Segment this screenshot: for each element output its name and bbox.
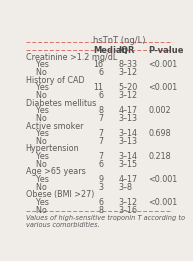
Text: 3–8: 3–8 xyxy=(118,183,132,192)
Text: 8: 8 xyxy=(98,106,103,115)
Text: Yes: Yes xyxy=(26,198,48,207)
Text: 3–12: 3–12 xyxy=(118,68,137,77)
Text: 8–33: 8–33 xyxy=(118,61,137,69)
Text: P-value: P-value xyxy=(148,46,184,55)
Text: 4–17: 4–17 xyxy=(118,175,137,184)
Text: 3–14: 3–14 xyxy=(118,129,137,138)
Text: Median: Median xyxy=(93,46,128,55)
Text: No: No xyxy=(26,68,47,77)
Text: 16: 16 xyxy=(93,61,103,69)
Text: hsTnT (ng/L): hsTnT (ng/L) xyxy=(93,36,146,45)
Text: 7: 7 xyxy=(98,137,103,146)
Text: 3–16: 3–16 xyxy=(118,206,137,215)
Text: 3–15: 3–15 xyxy=(118,160,137,169)
Text: Yes: Yes xyxy=(26,175,48,184)
Text: Yes: Yes xyxy=(26,129,48,138)
Text: <0.001: <0.001 xyxy=(148,175,178,184)
Text: History of CAD: History of CAD xyxy=(26,76,84,85)
Text: <0.001: <0.001 xyxy=(148,61,178,69)
Text: 3–13: 3–13 xyxy=(118,114,137,123)
Text: 11: 11 xyxy=(93,83,103,92)
Text: No: No xyxy=(26,91,47,100)
Text: No: No xyxy=(26,137,47,146)
Text: 9: 9 xyxy=(98,175,103,184)
Text: <0.001: <0.001 xyxy=(148,198,178,207)
Text: 5–20: 5–20 xyxy=(118,83,138,92)
Text: 0.698: 0.698 xyxy=(148,129,171,138)
Text: 4–17: 4–17 xyxy=(118,106,137,115)
Text: No: No xyxy=(26,206,47,215)
Text: Values of high-sensitive troponin T according to various comorbidities.: Values of high-sensitive troponin T acco… xyxy=(26,215,185,228)
Text: 3–12: 3–12 xyxy=(118,91,137,100)
Text: 0.218: 0.218 xyxy=(148,152,171,161)
Text: 3–13: 3–13 xyxy=(118,137,137,146)
Text: Yes: Yes xyxy=(26,83,48,92)
Text: 3–14: 3–14 xyxy=(118,152,137,161)
Text: Yes: Yes xyxy=(26,61,48,69)
Text: 8: 8 xyxy=(98,206,103,215)
Text: No: No xyxy=(26,183,47,192)
Text: Creatinine >1.2 mg/dL: Creatinine >1.2 mg/dL xyxy=(26,53,117,62)
Text: 6: 6 xyxy=(98,160,103,169)
Text: Active smoker: Active smoker xyxy=(26,122,83,130)
Text: 7: 7 xyxy=(98,114,103,123)
Text: 3–12: 3–12 xyxy=(118,198,137,207)
Text: Obese (BMI >27): Obese (BMI >27) xyxy=(26,190,94,199)
Text: Age >65 years: Age >65 years xyxy=(26,167,85,176)
Text: 6: 6 xyxy=(98,68,103,77)
Text: Yes: Yes xyxy=(26,152,48,161)
Text: No: No xyxy=(26,160,47,169)
Text: <0.001: <0.001 xyxy=(148,83,178,92)
Text: 6: 6 xyxy=(98,91,103,100)
Text: Hypertension: Hypertension xyxy=(26,145,79,153)
Text: No: No xyxy=(26,114,47,123)
Text: 7: 7 xyxy=(98,152,103,161)
Text: IQR: IQR xyxy=(118,46,135,55)
Text: Diabetes mellitus: Diabetes mellitus xyxy=(26,99,96,108)
Text: 0.002: 0.002 xyxy=(148,106,171,115)
Text: 3: 3 xyxy=(98,183,103,192)
Text: 7: 7 xyxy=(98,129,103,138)
Text: 6: 6 xyxy=(98,198,103,207)
Text: Yes: Yes xyxy=(26,106,48,115)
